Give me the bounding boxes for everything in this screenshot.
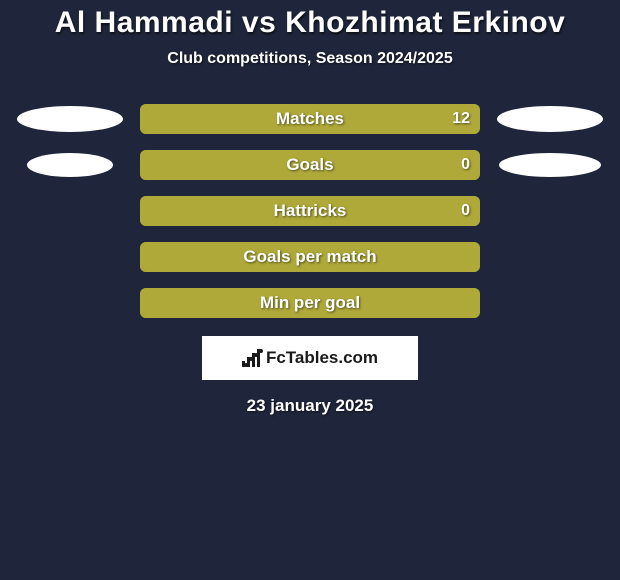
- stat-bar: Hattricks 0: [140, 196, 480, 226]
- stat-bar: Goals 0: [140, 150, 480, 180]
- stat-value: 12: [452, 110, 470, 128]
- stat-label: Goals per match: [243, 247, 376, 267]
- stat-bar: Matches 12: [140, 104, 480, 134]
- stat-value: 0: [461, 202, 470, 220]
- stat-bar: Min per goal: [140, 288, 480, 318]
- stat-label: Goals: [286, 155, 333, 175]
- ellipse-icon: [27, 153, 113, 177]
- player-left-value: [0, 106, 140, 132]
- player-right-value: [480, 153, 620, 177]
- stat-row: Hattricks 0: [0, 196, 620, 226]
- bars-chart-icon: [242, 349, 260, 367]
- page-title: Al Hammadi vs Khozhimat Erkinov: [0, 0, 620, 40]
- comparison-infographic: Al Hammadi vs Khozhimat Erkinov Club com…: [0, 0, 620, 580]
- stat-row: Goals 0: [0, 150, 620, 180]
- brand-badge: FcTables.com: [202, 336, 418, 380]
- stat-label: Matches: [276, 109, 344, 129]
- stat-row: Goals per match: [0, 242, 620, 272]
- stat-row: Matches 12: [0, 104, 620, 134]
- stat-value: 0: [461, 156, 470, 174]
- ellipse-icon: [499, 153, 601, 177]
- subtitle: Club competitions, Season 2024/2025: [0, 50, 620, 68]
- stat-label: Min per goal: [260, 293, 360, 313]
- stat-rows: Matches 12 Goals 0 Hattricks 0 Goals per match…: [0, 104, 620, 318]
- brand-text: FcTables.com: [266, 348, 378, 368]
- stat-bar: Goals per match: [140, 242, 480, 272]
- ellipse-icon: [17, 106, 123, 132]
- player-right-value: [480, 106, 620, 132]
- ellipse-icon: [497, 106, 603, 132]
- player-left-value: [0, 153, 140, 177]
- stat-row: Min per goal: [0, 288, 620, 318]
- stat-label: Hattricks: [274, 201, 347, 221]
- date-text: 23 january 2025: [0, 396, 620, 416]
